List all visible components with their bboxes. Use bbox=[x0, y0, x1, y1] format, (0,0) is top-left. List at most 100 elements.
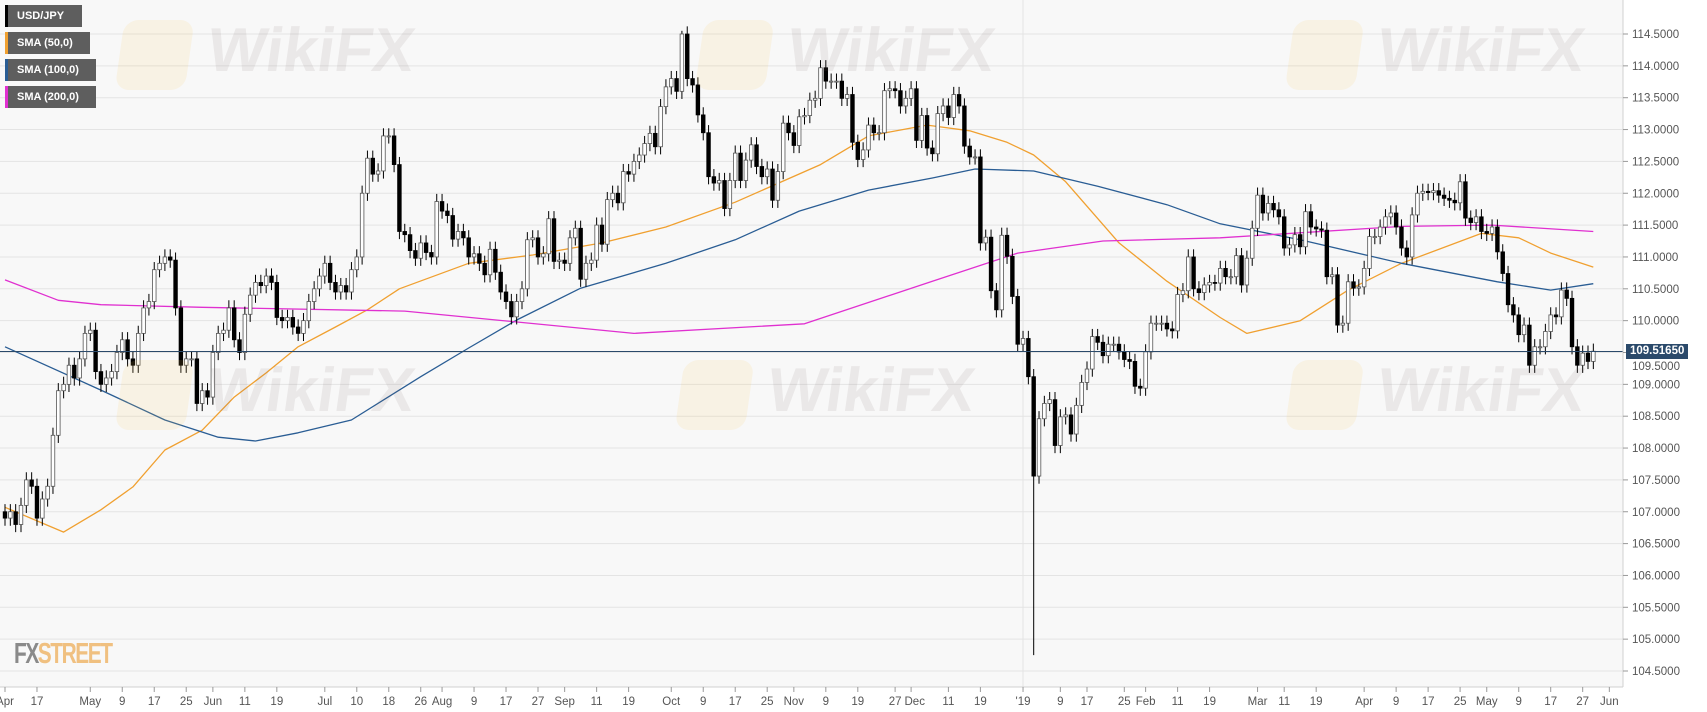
candle bbox=[434, 193, 439, 265]
x-tick-label: 19 bbox=[622, 696, 635, 708]
candle bbox=[1084, 361, 1090, 391]
y-tick-label: 107.5000 bbox=[1632, 475, 1680, 487]
candle bbox=[690, 70, 695, 93]
candle bbox=[1292, 227, 1298, 253]
candle bbox=[791, 125, 797, 154]
candle bbox=[354, 249, 359, 278]
candle bbox=[461, 223, 466, 246]
candle-body-down bbox=[1313, 226, 1319, 230]
x-tick-label: Aug bbox=[432, 696, 452, 708]
candle bbox=[333, 274, 338, 300]
candle-body-down bbox=[706, 132, 711, 178]
candle bbox=[1532, 339, 1537, 373]
candle bbox=[573, 220, 578, 246]
candle bbox=[1079, 374, 1084, 414]
x-tick-label: 19 bbox=[851, 696, 864, 708]
legend-label: SMA (50,0) bbox=[17, 37, 73, 49]
candle bbox=[924, 107, 930, 156]
candle bbox=[429, 244, 434, 265]
legend-item-sma-100[interactable]: SMA (100,0) bbox=[5, 59, 96, 81]
candle-body-up bbox=[876, 132, 882, 135]
x-tick-label: 18 bbox=[382, 696, 395, 708]
candle bbox=[1191, 249, 1196, 297]
candle-body-down bbox=[461, 231, 466, 239]
candle-body-up bbox=[908, 88, 914, 99]
candle bbox=[205, 383, 210, 405]
candle bbox=[61, 376, 66, 399]
candle bbox=[290, 309, 296, 335]
candle-body-up bbox=[1154, 322, 1159, 325]
candle bbox=[988, 229, 994, 299]
candle bbox=[146, 293, 152, 316]
candle bbox=[1026, 330, 1031, 385]
legend-item-sma-200[interactable]: SMA (200,0) bbox=[5, 86, 96, 108]
candle-body-up bbox=[733, 152, 738, 181]
candle-body-up bbox=[247, 294, 253, 315]
candle bbox=[141, 300, 146, 342]
candle-body-up bbox=[1255, 194, 1260, 229]
candle bbox=[930, 140, 935, 162]
y-tick-label: 111.0000 bbox=[1632, 252, 1678, 264]
candle bbox=[1186, 249, 1191, 299]
candle-body-down bbox=[653, 132, 658, 148]
candle-body-up bbox=[1047, 399, 1052, 404]
candle-body-down bbox=[839, 80, 845, 99]
candle-body-up bbox=[1063, 414, 1068, 418]
y-tick-label: 108.0000 bbox=[1632, 443, 1680, 455]
candle-body-up bbox=[679, 33, 685, 92]
candle-body-down bbox=[786, 122, 791, 134]
candle-body-down bbox=[1122, 351, 1127, 360]
candle bbox=[754, 137, 759, 175]
candle bbox=[493, 241, 498, 280]
x-tick-label: 9 bbox=[823, 696, 829, 708]
candle-body-down bbox=[1447, 197, 1452, 201]
candle-body-up bbox=[109, 371, 114, 379]
candle bbox=[1404, 240, 1409, 265]
candle-body-down bbox=[93, 329, 98, 373]
candle bbox=[279, 309, 285, 329]
x-tick-label: 19 bbox=[1203, 696, 1216, 708]
candle bbox=[1100, 334, 1106, 364]
candle bbox=[1010, 248, 1015, 305]
x-tick-label: 26 bbox=[414, 696, 427, 708]
candle-body-down bbox=[1505, 273, 1511, 306]
candle bbox=[610, 185, 615, 208]
candle-body-up bbox=[834, 80, 839, 83]
candle bbox=[935, 105, 940, 162]
candle-body-down bbox=[1335, 274, 1340, 326]
legend-color-swatch bbox=[5, 5, 8, 27]
candle-body-down bbox=[1116, 343, 1122, 353]
candle-body-up bbox=[940, 105, 946, 115]
candle-body-up bbox=[1409, 214, 1415, 258]
candle bbox=[1287, 237, 1292, 256]
candle bbox=[178, 300, 184, 373]
candle bbox=[162, 249, 168, 271]
candle-body-down bbox=[439, 201, 445, 212]
candle-body-up bbox=[1361, 268, 1367, 288]
candle-body-down bbox=[168, 256, 173, 261]
candle bbox=[2, 504, 8, 526]
legend-color-swatch bbox=[5, 59, 8, 81]
candle-body-up bbox=[141, 307, 146, 334]
candle-body-up bbox=[1058, 416, 1063, 446]
candle-body-up bbox=[1106, 343, 1111, 357]
candle-body-up bbox=[1372, 236, 1378, 238]
candle bbox=[1585, 345, 1591, 370]
candle bbox=[125, 332, 130, 367]
legend-item-usdjpy[interactable]: USD/JPY bbox=[5, 5, 82, 27]
candle-body-up bbox=[1143, 351, 1148, 389]
x-tick-label: 10 bbox=[350, 696, 363, 708]
x-tick-label: Mar bbox=[1248, 696, 1268, 708]
candle bbox=[343, 277, 349, 300]
legend-item-sma-50[interactable]: SMA (50,0) bbox=[5, 32, 90, 54]
candle-body-down bbox=[674, 78, 679, 92]
candle bbox=[1383, 209, 1388, 235]
candle-body-up bbox=[1489, 226, 1495, 234]
candle bbox=[503, 284, 509, 310]
candle-body-down bbox=[125, 339, 130, 360]
x-tick-label: 25 bbox=[180, 696, 193, 708]
candle-body-down bbox=[429, 252, 434, 258]
candle bbox=[136, 325, 141, 373]
candle-body-up bbox=[61, 383, 66, 392]
